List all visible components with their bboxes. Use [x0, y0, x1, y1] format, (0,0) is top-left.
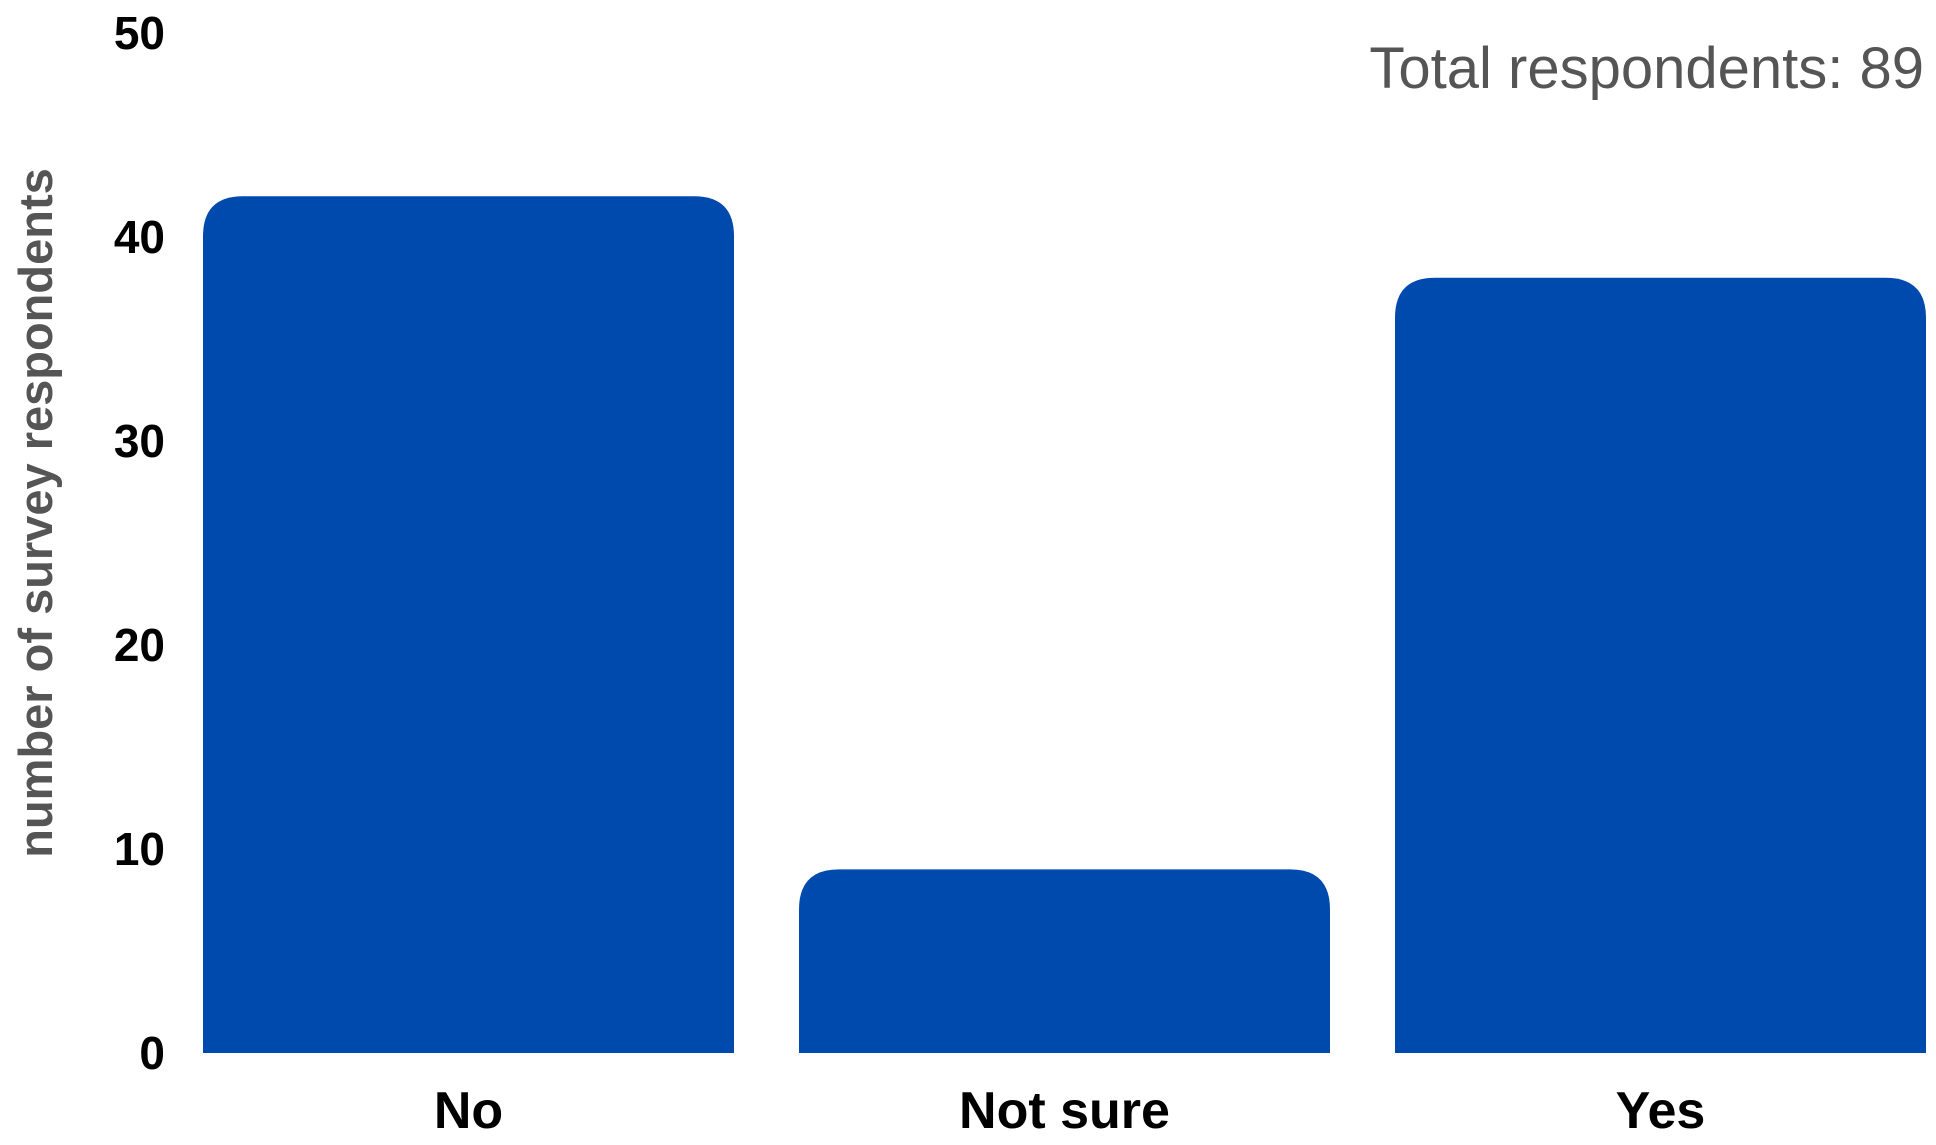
y-tick-label: 10	[114, 823, 165, 875]
y-tick-label: 20	[114, 619, 165, 671]
bar-yes	[1395, 277, 1926, 1053]
bars-group	[203, 196, 1926, 1053]
x-tick-label: Yes	[1616, 1082, 1706, 1140]
y-axis-title: number of survey respondents	[9, 168, 62, 858]
total-respondents-annotation: Total respondents: 89	[1369, 36, 1924, 101]
y-tick-label: 30	[114, 415, 165, 467]
x-tick-label: No	[434, 1082, 503, 1140]
y-tick-label: 0	[139, 1027, 165, 1079]
y-tick-label: 40	[114, 211, 165, 263]
y-axis-ticks: 0 10 20 30 40 50	[114, 7, 165, 1079]
bar-no	[203, 196, 734, 1053]
x-tick-label: Not sure	[959, 1082, 1170, 1140]
bar-not-sure	[799, 869, 1330, 1053]
x-axis-categories: No Not sure Yes	[434, 1082, 1705, 1140]
y-tick-label: 50	[114, 7, 165, 59]
